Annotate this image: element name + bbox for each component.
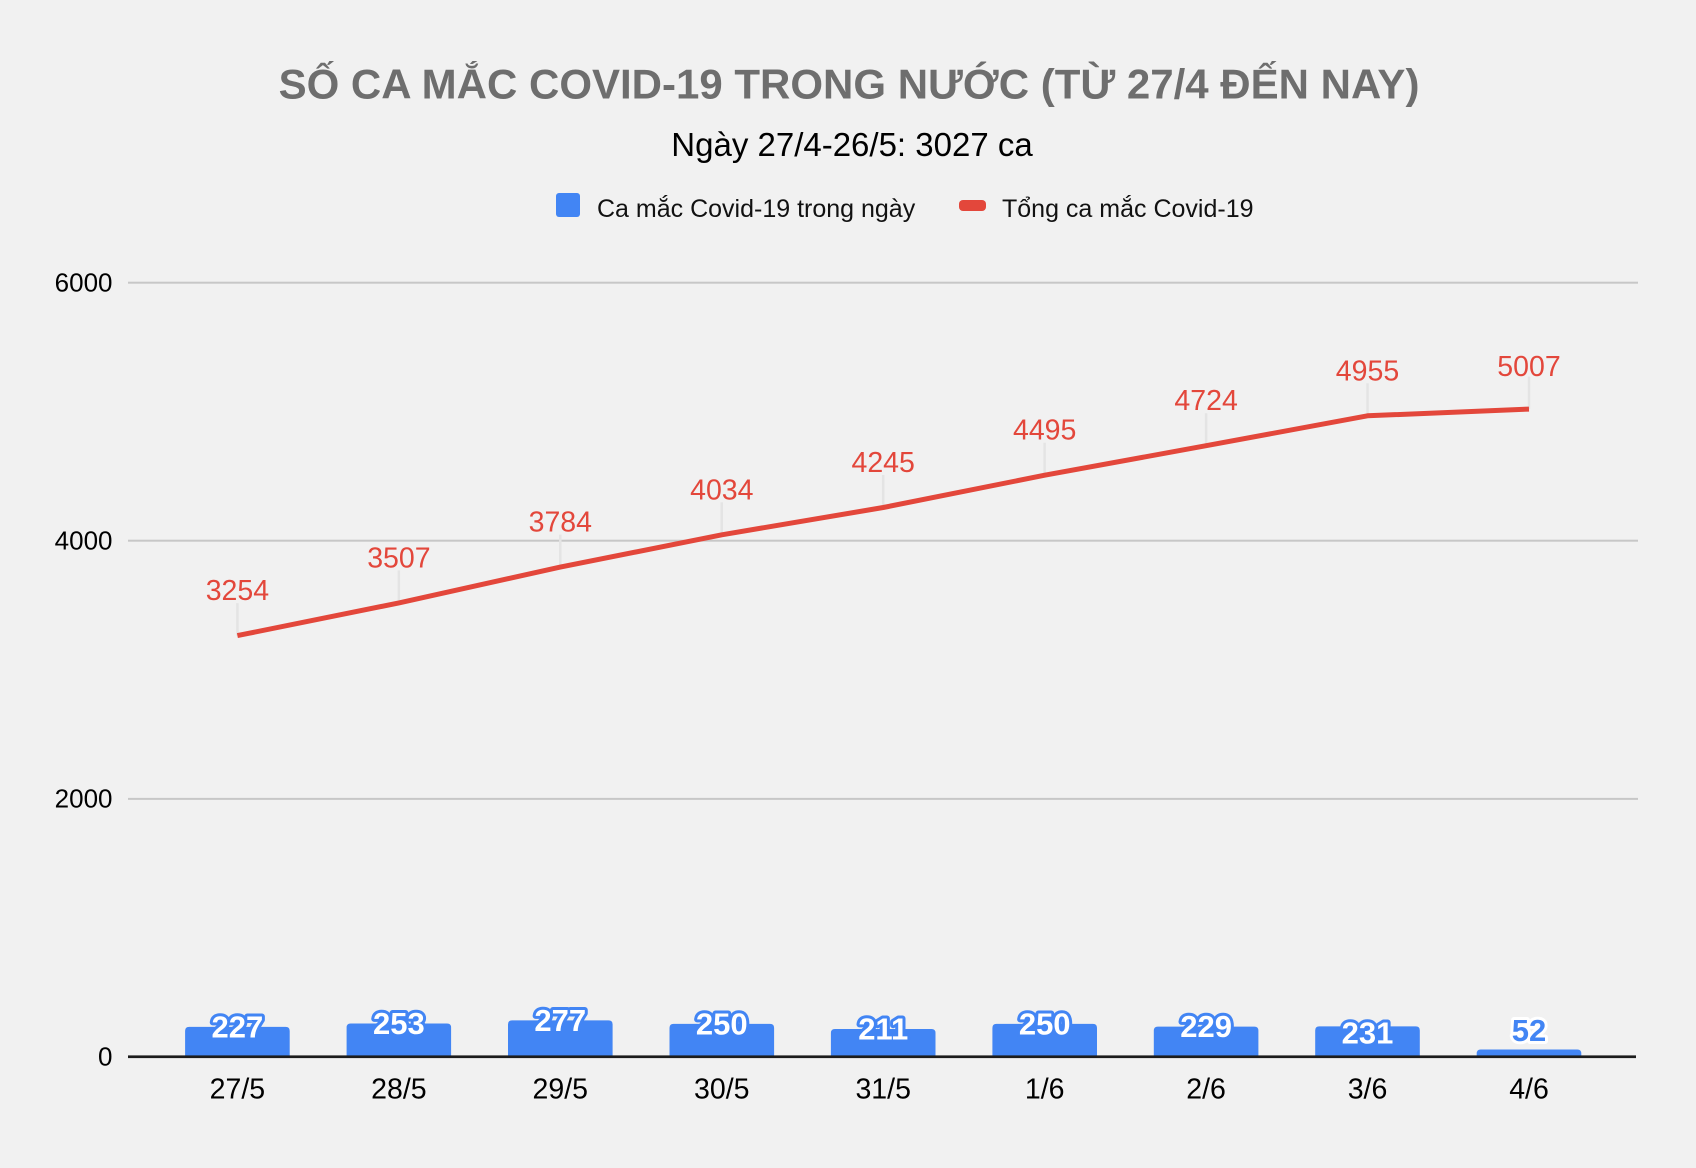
svg-text:3/6: 3/6: [1348, 1073, 1388, 1105]
svg-text:6000: 6000: [55, 268, 113, 298]
svg-text:253: 253: [373, 1006, 425, 1041]
svg-text:4955: 4955: [1336, 355, 1399, 387]
svg-text:Ngày 27/4-26/5: 3027 ca: Ngày 27/4-26/5: 3027 ca: [671, 126, 1033, 163]
svg-text:28/5: 28/5: [371, 1073, 426, 1105]
svg-text:3784: 3784: [529, 507, 593, 539]
svg-text:Tổng ca mắc Covid-19: Tổng ca mắc Covid-19: [1002, 194, 1254, 223]
svg-text:5007: 5007: [1497, 351, 1560, 383]
svg-text:0: 0: [98, 1042, 112, 1072]
svg-text:227: 227: [212, 1009, 264, 1044]
svg-text:4/6: 4/6: [1509, 1073, 1549, 1105]
svg-text:4034: 4034: [690, 474, 754, 506]
svg-text:31/5: 31/5: [855, 1073, 910, 1105]
svg-text:30/5: 30/5: [694, 1073, 749, 1105]
svg-text:SỐ CA MẮC COVID-19 TRONG NƯỚC: SỐ CA MẮC COVID-19 TRONG NƯỚC (TỪ 27/4 Đ…: [279, 60, 1420, 108]
svg-text:4724: 4724: [1174, 385, 1238, 417]
svg-text:4245: 4245: [851, 447, 914, 479]
svg-text:4495: 4495: [1013, 415, 1076, 447]
svg-text:3254: 3254: [206, 575, 270, 607]
svg-text:250: 250: [1019, 1006, 1071, 1041]
svg-text:231: 231: [1342, 1015, 1394, 1050]
svg-text:229: 229: [1180, 1009, 1232, 1044]
svg-text:211: 211: [858, 1012, 908, 1047]
svg-text:277: 277: [534, 1003, 586, 1038]
svg-text:1/6: 1/6: [1025, 1073, 1065, 1105]
svg-text:4000: 4000: [55, 526, 113, 556]
svg-text:Ca mắc Covid-19 trong ngày: Ca mắc Covid-19 trong ngày: [597, 194, 916, 223]
svg-text:52: 52: [1512, 1013, 1546, 1048]
svg-text:2000: 2000: [55, 784, 113, 814]
svg-text:2/6: 2/6: [1186, 1073, 1226, 1105]
svg-text:3507: 3507: [367, 542, 430, 574]
svg-text:27/5: 27/5: [210, 1073, 265, 1105]
svg-text:250: 250: [696, 1006, 748, 1041]
svg-text:29/5: 29/5: [533, 1073, 588, 1105]
